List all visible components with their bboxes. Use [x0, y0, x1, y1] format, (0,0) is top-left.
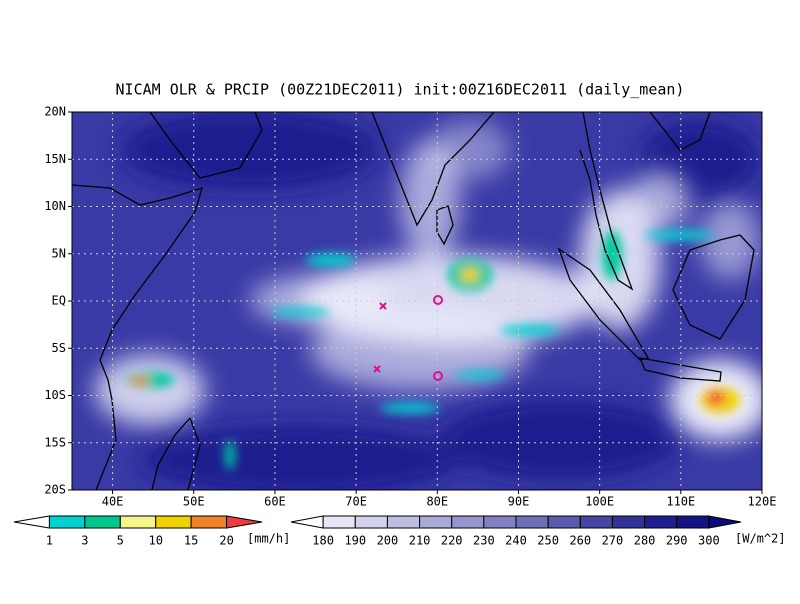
map-field — [72, 112, 762, 490]
lon-label: 40E — [102, 495, 124, 509]
lat-label: 10S — [44, 388, 66, 402]
lon-label: 120E — [748, 495, 777, 509]
legend-swatch — [483, 515, 517, 529]
legend-label: 290 — [666, 534, 688, 548]
legend-swatch — [386, 515, 421, 529]
legend-label: 15 — [184, 534, 198, 548]
legend-label: 270 — [602, 534, 624, 548]
legend-label: 250 — [537, 534, 559, 548]
legend-swatch — [13, 515, 50, 529]
legend-label: 220 — [441, 534, 463, 548]
legend-label: 260 — [569, 534, 591, 548]
legend-swatch — [708, 515, 742, 529]
map-title: NICAM OLR & PRCIP (00Z21DEC2011) init:00… — [116, 81, 685, 99]
lat-label: 15S — [44, 435, 66, 449]
lon-label: 90E — [508, 495, 530, 509]
legend-label: 10 — [148, 534, 162, 548]
legend-swatch — [515, 515, 549, 529]
legend-label: 240 — [505, 534, 527, 548]
legend-swatch — [611, 515, 646, 529]
legend-swatch — [190, 515, 228, 529]
legend-unit: [mm/h] — [247, 532, 290, 546]
legend-swatch — [48, 515, 86, 529]
legend-swatch — [547, 515, 581, 529]
lon-label: 50E — [183, 495, 205, 509]
legend-swatch — [119, 515, 157, 529]
legend-swatch — [155, 515, 192, 529]
legend-swatch — [676, 515, 710, 529]
legend-label: 230 — [473, 534, 495, 548]
legend-swatch — [226, 515, 263, 529]
legend-label: 5 — [117, 534, 124, 548]
legend-label: 20 — [219, 534, 233, 548]
graticule — [72, 112, 762, 490]
legend-label: 3 — [81, 534, 88, 548]
lon-label: 60E — [264, 495, 286, 509]
legend-swatch — [84, 515, 121, 529]
lat-label: 5N — [52, 246, 66, 260]
legend-label: 210 — [409, 534, 431, 548]
lon-label: 100E — [585, 495, 614, 509]
legend-swatch — [322, 515, 356, 529]
legend-swatch — [451, 515, 485, 529]
legend-label: 280 — [634, 534, 656, 548]
lon-label: 80E — [426, 495, 448, 509]
legend-label: 1 — [46, 534, 53, 548]
legend-swatch — [644, 515, 678, 529]
precip-cells — [125, 230, 740, 470]
lat-label: 15N — [44, 152, 66, 166]
legend-label: 300 — [698, 534, 720, 548]
markers — [373, 295, 443, 381]
lat-label: 20S — [44, 483, 66, 497]
lon-label: 70E — [345, 495, 367, 509]
lat-label: 20N — [44, 105, 66, 119]
legend-unit: [W/m^2] — [735, 532, 786, 546]
lon-label: 110E — [666, 495, 695, 509]
legend-label: 200 — [377, 534, 399, 548]
legend-label: 180 — [312, 534, 334, 548]
legend-label: 190 — [344, 534, 366, 548]
lat-label: EQ — [52, 294, 66, 308]
coastlines — [72, 112, 755, 490]
lat-label: 5S — [52, 341, 66, 355]
legend-swatch — [579, 515, 613, 529]
legend-swatch — [419, 515, 453, 529]
lat-label: 10N — [44, 199, 66, 213]
legend-swatch — [290, 515, 324, 529]
legend-swatch — [354, 515, 388, 529]
